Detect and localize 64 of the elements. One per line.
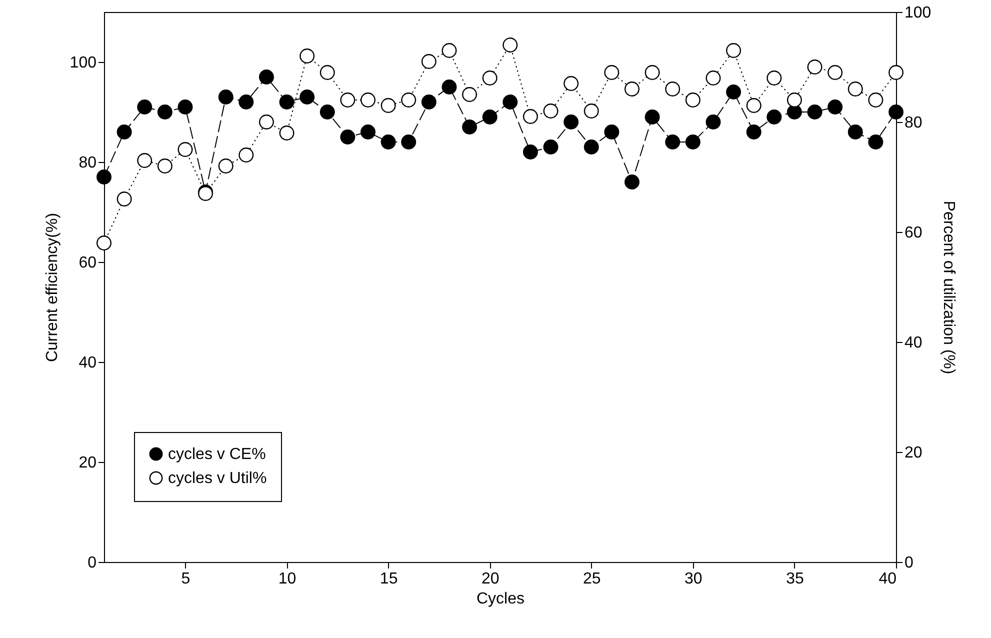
point (421, 94, 436, 110)
y2-tick-label: 20 (904, 444, 922, 462)
point (746, 124, 762, 140)
y2-tick-label: 100 (904, 4, 932, 22)
point (786, 104, 802, 120)
point (116, 124, 132, 140)
point (665, 134, 680, 150)
x-tick-label: 25 (582, 570, 601, 588)
point (807, 104, 822, 120)
point (178, 100, 193, 114)
x-tick-label: 5 (181, 570, 190, 588)
x-tick-label: 30 (684, 570, 702, 588)
y-tick-label: 20 (78, 454, 97, 472)
point (848, 124, 863, 140)
point (543, 140, 558, 154)
point (502, 94, 518, 110)
x-tick-label: 40 (878, 570, 897, 588)
point (868, 134, 884, 150)
point (340, 130, 356, 144)
point (706, 114, 721, 130)
point (401, 134, 416, 150)
point (644, 110, 660, 124)
point (482, 110, 498, 124)
point (766, 110, 782, 124)
y2-tick-label: 40 (904, 334, 922, 352)
point (564, 114, 579, 130)
point (685, 134, 700, 150)
y-tick-label: 100 (70, 54, 97, 72)
point (137, 100, 152, 114)
x-tick-label: 10 (278, 570, 296, 588)
point (828, 100, 843, 114)
point (380, 134, 396, 150)
x-tick-label: 35 (786, 570, 804, 588)
point (888, 104, 904, 120)
legend-label: cycles v CE% (168, 446, 266, 463)
point (462, 120, 478, 134)
point (258, 70, 274, 84)
y-tick-label: 80 (78, 154, 97, 172)
point (96, 170, 112, 184)
legend-label: cycles v Util% (168, 470, 267, 487)
x-axis-title: Cycles (476, 590, 525, 608)
y2-tick-label: 80 (904, 114, 922, 132)
point (726, 84, 742, 100)
point (238, 94, 254, 110)
point (624, 174, 640, 190)
y-tick-label: 0 (88, 554, 97, 572)
y2-tick-label: 0 (904, 554, 914, 572)
point (279, 94, 294, 110)
x-tick-label: 15 (380, 570, 398, 588)
x-tick-label: 20 (481, 570, 500, 588)
y2-tick-label: 60 (904, 224, 922, 242)
y2-axis-title: Percent of utilization (%) (940, 200, 958, 374)
point (604, 124, 620, 140)
point (360, 124, 376, 140)
point (522, 144, 538, 160)
point (584, 140, 599, 154)
point (218, 90, 234, 104)
y-tick-label: 60 (78, 254, 97, 272)
point (320, 104, 335, 120)
point (442, 80, 457, 94)
y-tick-label: 40 (78, 354, 97, 372)
point (157, 104, 172, 120)
point (300, 90, 315, 104)
y-axis-title: Current efficiency(%) (44, 212, 61, 362)
